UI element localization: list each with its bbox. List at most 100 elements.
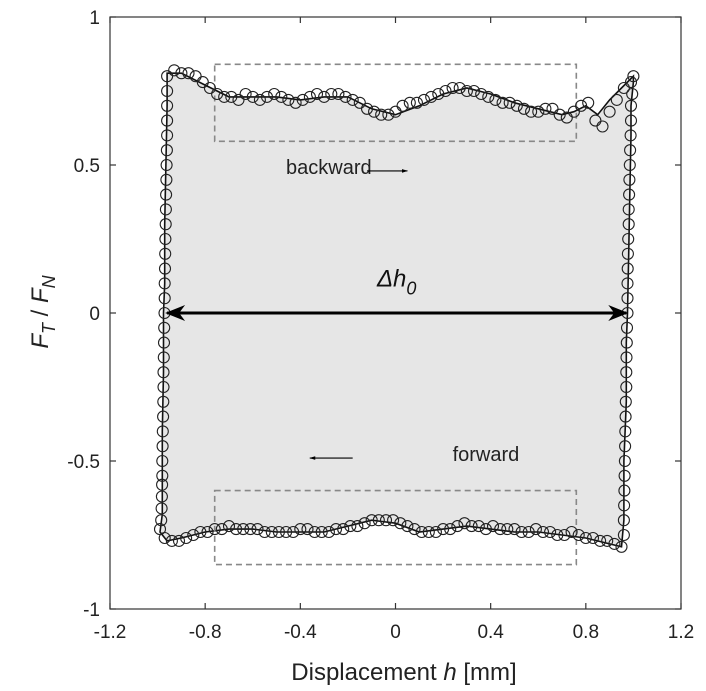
- marker-backward-25: [339, 90, 352, 103]
- x-tick-label-4: 0.4: [477, 622, 504, 643]
- marker-forward-24: [444, 523, 457, 536]
- marker-forward-50: [258, 525, 271, 539]
- marker-forward-18: [486, 520, 500, 533]
- marker-left_edge-4: [156, 469, 169, 482]
- marker-backward-41: [453, 81, 466, 95]
- marker-right_edge-17: [620, 321, 634, 334]
- marker-left_edge-30: [161, 84, 174, 98]
- marker-backward-14: [260, 90, 274, 103]
- marker-forward-65: [153, 523, 167, 536]
- marker-backward-45: [482, 90, 495, 103]
- marker-forward-13: [522, 525, 535, 539]
- marker-backward-32: [389, 105, 402, 118]
- marker-backward-30: [375, 108, 388, 121]
- marker-right_edge-7: [623, 173, 636, 186]
- marker-forward-0: [615, 540, 628, 553]
- marker-forward-12: [529, 523, 542, 536]
- y-tick-label-0: -1: [83, 600, 100, 621]
- marker-left_edge-21: [159, 218, 172, 231]
- marker-forward-61: [180, 531, 193, 545]
- marker-backward-65: [624, 76, 638, 89]
- marker-forward-40: [329, 523, 343, 536]
- x-tick-label-1: -0.8: [189, 622, 222, 643]
- x-tick-label-2: -0.4: [284, 622, 317, 643]
- annotation-forward: forward: [453, 444, 520, 466]
- y-tick-label-3: 0.5: [74, 156, 100, 177]
- marker-forward-62: [172, 534, 186, 547]
- marker-forward-10: [544, 525, 557, 539]
- marker-forward-22: [458, 517, 471, 530]
- marker-backward-49: [510, 99, 523, 112]
- marker-backward-28: [360, 102, 374, 115]
- marker-backward-57: [567, 105, 580, 118]
- marker-backward-22: [318, 90, 331, 103]
- marker-forward-52: [244, 523, 257, 536]
- marker-left_edge-11: [157, 366, 170, 379]
- x-tick-label-3: 0: [390, 622, 401, 643]
- marker-forward-29: [408, 523, 421, 536]
- marker-right_edge-9: [622, 203, 635, 216]
- dimension-label-main: Δh: [376, 265, 406, 292]
- marker-forward-28: [415, 525, 428, 539]
- marker-forward-60: [187, 528, 200, 542]
- marker-backward-4: [189, 70, 202, 83]
- x-tick-label-6: 1.2: [668, 622, 694, 643]
- marker-forward-21: [465, 520, 478, 533]
- marker-backward-40: [446, 81, 459, 95]
- marker-left_edge-18: [158, 262, 172, 275]
- marker-backward-9: [225, 90, 238, 103]
- marker-right_edge-3: [624, 114, 638, 127]
- marker-forward-33: [379, 514, 393, 527]
- marker-backward-38: [432, 87, 445, 101]
- marker-backward-37: [425, 90, 438, 103]
- marker-forward-55: [222, 520, 236, 533]
- marker-left_edge-6: [156, 440, 169, 453]
- y-axis-label: FT / FN: [27, 274, 59, 348]
- marker-forward-53: [237, 523, 250, 536]
- marker-left_edge-0: [155, 514, 168, 527]
- marker-forward-11: [536, 525, 550, 539]
- marker-backward-1: [168, 64, 181, 77]
- marker-forward-26: [429, 525, 442, 539]
- marker-forward-49: [265, 525, 278, 539]
- marker-left_edge-9: [157, 395, 170, 408]
- marker-backward-58: [575, 99, 588, 112]
- marker-right_edge-10: [622, 218, 635, 231]
- marker-forward-56: [215, 523, 228, 536]
- marker-backward-39: [439, 84, 452, 98]
- marker-backward-54: [546, 102, 559, 115]
- marker-backward-7: [211, 87, 224, 101]
- x-tick-label-0: -1.2: [94, 622, 127, 643]
- marker-forward-7: [565, 525, 578, 539]
- marker-backward-34: [403, 96, 416, 109]
- marker-right_edge-14: [621, 277, 634, 290]
- marker-backward-18: [289, 96, 302, 109]
- marker-forward-17: [494, 523, 507, 536]
- marker-right_edge-5: [624, 144, 637, 157]
- y-tick-label-1: -0.5: [67, 452, 100, 473]
- marker-right_edge-1: [626, 87, 639, 101]
- marker-forward-63: [165, 534, 178, 547]
- marker-backward-48: [503, 96, 516, 109]
- marker-forward-43: [308, 525, 321, 539]
- marker-backward-35: [410, 96, 423, 109]
- marker-left_edge-29: [161, 99, 174, 112]
- marker-backward-53: [539, 102, 552, 115]
- marker-right_edge-20: [620, 366, 633, 379]
- marker-backward-13: [253, 93, 266, 106]
- marker-left_edge-25: [160, 158, 173, 172]
- marker-backward-46: [489, 93, 502, 106]
- marker-backward-44: [475, 87, 488, 101]
- marker-forward-51: [251, 523, 264, 536]
- marker-forward-35: [365, 514, 378, 527]
- marker-forward-39: [337, 523, 350, 536]
- marker-forward-1: [608, 537, 621, 550]
- marker-backward-52: [532, 105, 545, 118]
- dimension-label: Δh0: [376, 265, 416, 298]
- marker-backward-20: [303, 90, 316, 103]
- marker-right_edge-8: [623, 188, 636, 201]
- marker-backward-47: [496, 96, 509, 109]
- loop-fill: [160, 73, 634, 547]
- marker-left_edge-2: [155, 490, 168, 503]
